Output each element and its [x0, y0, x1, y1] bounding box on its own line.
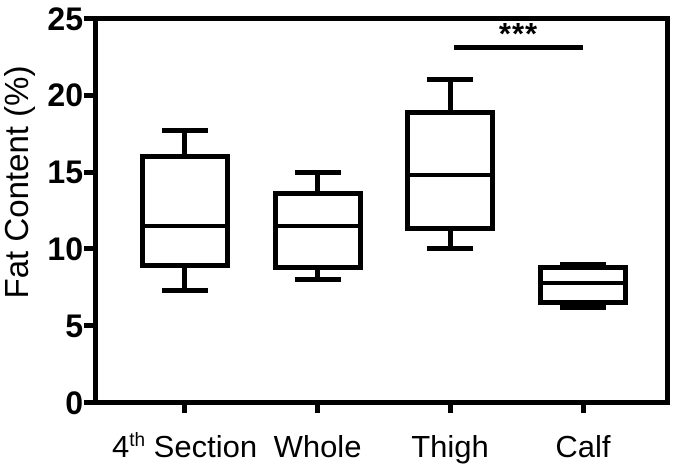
y-axis-tick-label: 0 [65, 384, 83, 421]
category-label-text: Whole [273, 429, 362, 464]
y-axis-tick-label: 5 [65, 307, 83, 344]
x-axis-category-label: Thigh [340, 430, 560, 464]
x-axis-category-label: 4th Section [75, 430, 295, 469]
whisker-bottom-cap [294, 277, 341, 283]
x-axis-tick [447, 405, 453, 413]
median-line [409, 173, 491, 178]
x-axis-tick [315, 405, 320, 413]
category-label-text: Section [145, 429, 258, 464]
y-axis-tick [84, 246, 93, 252]
y-axis-tick [84, 92, 93, 98]
y-axis-tick [84, 16, 93, 21]
box-iqr [405, 109, 495, 232]
median-line [276, 223, 359, 228]
whisker-bottom-cap [560, 304, 606, 310]
whisker-top-cap [427, 77, 473, 83]
y-axis-tick [84, 400, 93, 405]
y-axis-tick-label: 25 [47, 0, 83, 37]
x-axis-category-label: Calf [473, 430, 675, 464]
whisker-bottom-cap [427, 246, 473, 252]
median-line [542, 280, 624, 285]
whisker-bottom-stem [182, 265, 187, 291]
y-axis-tick-label: 20 [47, 77, 83, 114]
significance-line [454, 45, 583, 51]
whisker-top-cap [294, 169, 341, 175]
box-iqr [272, 191, 363, 270]
category-label-text: 4 [111, 429, 130, 464]
significance-stars: *** [498, 15, 539, 51]
whisker-top-stem [315, 172, 320, 194]
x-axis-tick [182, 405, 187, 413]
whisker-top-cap [560, 261, 606, 267]
whisker-top-cap [161, 128, 208, 134]
box-iqr [139, 154, 230, 269]
whisker-bottom-stem [315, 267, 320, 280]
whisker-bottom-cap [161, 287, 208, 293]
y-axis-tick-label: 10 [47, 230, 83, 267]
category-label-text: Calf [555, 429, 611, 464]
box-iqr [538, 264, 628, 306]
y-axis-tick [84, 169, 93, 175]
median-line [143, 223, 226, 228]
y-axis-tick [84, 323, 93, 329]
whisker-top-stem [447, 79, 453, 113]
whisker-bottom-stem [447, 228, 453, 249]
x-axis-category-label: Whole [208, 430, 428, 464]
x-axis-tick [580, 405, 586, 413]
category-label-text: Thigh [411, 429, 489, 464]
y-axis-tick-label: 15 [47, 154, 83, 191]
whisker-top-stem [182, 130, 187, 157]
category-label-superscript: th [129, 430, 146, 451]
